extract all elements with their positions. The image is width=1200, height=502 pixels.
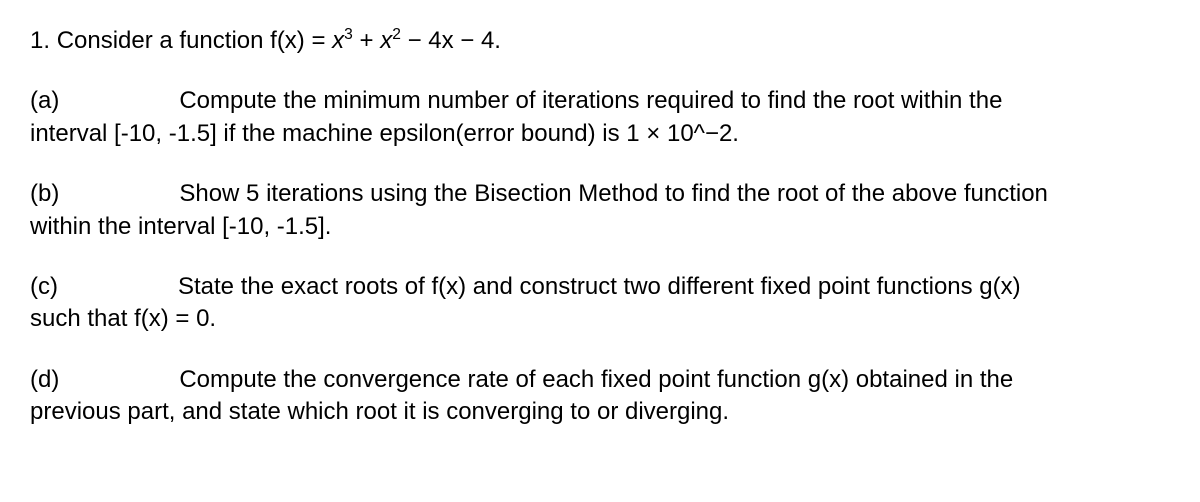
part-c-line1: State the exact roots of f(x) and constr… [178,273,1021,300]
part-d-line2: previous part, and state which root it i… [30,398,729,425]
part-b-line1: Show 5 iterations using the Bisection Me… [179,180,1048,207]
part-a-line1: Compute the minimum number of iterations… [179,87,1002,114]
part-d: (d) Compute the convergence rate of each … [30,364,1170,429]
part-d-label: (d) [30,366,59,393]
part-c-line2: such that f(x) = 0. [30,305,216,332]
part-d-line1: Compute the convergence rate of each fix… [179,366,1013,393]
part-b-line2: within the interval [-10, -1.5]. [30,213,331,240]
problem-intro: 1. Consider a function f(x) = x3 + x2 − … [30,25,1170,57]
part-a-line2: interval [-10, -1.5] if the machine epsi… [30,120,739,147]
part-b: (b) Show 5 iterations using the Bisection… [30,178,1170,243]
term2-base: x [380,27,392,54]
part-a-label: (a) [30,87,59,114]
plus1: + [360,27,381,54]
intro-prefix: Consider a function f(x) = [57,27,332,54]
part-b-label: (b) [30,180,59,207]
problem-number: 1. [30,27,50,54]
term1-exp: 3 [344,26,353,43]
part-c: (c) State the exact roots of f(x) and con… [30,271,1170,336]
part-a: (a) Compute the minimum number of iterati… [30,85,1170,150]
term1-base: x [332,27,344,54]
term2-exp: 2 [392,26,401,43]
func-tail: − 4x − 4. [408,27,501,54]
part-c-label: (c) [30,273,58,300]
